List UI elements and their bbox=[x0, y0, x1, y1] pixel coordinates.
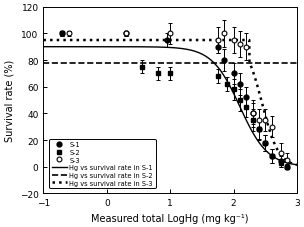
S-1 bbox=[251, 113, 254, 115]
X-axis label: Measured total LogHg (mg kg⁻¹): Measured total LogHg (mg kg⁻¹) bbox=[92, 213, 249, 223]
Legend: S-1, S-2, S-3, Hg vs survival rate in S-1, Hg vs survival rate in S-2, Hg vs sur: S-1, S-2, S-3, Hg vs survival rate in S-… bbox=[49, 139, 156, 188]
Hg vs survival rate in S-3 bbox=[153, 39, 157, 42]
S-3 bbox=[251, 113, 254, 115]
Hg vs survival rate in S-2 bbox=[144, 62, 148, 65]
S-3 bbox=[222, 33, 226, 36]
S-1 bbox=[60, 33, 64, 36]
Hg vs survival rate in S-3 bbox=[239, 39, 243, 42]
S-1 bbox=[264, 142, 267, 144]
S-3 bbox=[264, 119, 267, 122]
S-2 bbox=[286, 166, 289, 168]
S-3 bbox=[257, 119, 261, 122]
Hg vs survival rate in S-1 bbox=[216, 66, 219, 69]
S-3 bbox=[279, 152, 283, 155]
S-2 bbox=[168, 73, 172, 75]
Line: S-1: S-1 bbox=[60, 32, 290, 169]
Line: S-2: S-2 bbox=[60, 32, 290, 169]
S-1 bbox=[257, 128, 261, 131]
S-2 bbox=[156, 73, 159, 75]
Hg vs survival rate in S-3 bbox=[144, 39, 148, 42]
Hg vs survival rate in S-1 bbox=[67, 46, 71, 49]
S-1 bbox=[232, 73, 235, 75]
Line: S-3: S-3 bbox=[66, 32, 290, 163]
S-1 bbox=[216, 46, 219, 49]
Line: Hg vs survival rate in S-3: Hg vs survival rate in S-3 bbox=[43, 41, 297, 165]
Hg vs survival rate in S-1 bbox=[144, 46, 148, 49]
S-2 bbox=[279, 162, 283, 164]
Hg vs survival rate in S-1 bbox=[153, 46, 157, 49]
Hg vs survival rate in S-3 bbox=[67, 39, 71, 42]
S-2 bbox=[270, 155, 273, 158]
Hg vs survival rate in S-2 bbox=[42, 62, 45, 65]
Hg vs survival rate in S-2 bbox=[153, 62, 157, 65]
Hg vs survival rate in S-3 bbox=[244, 39, 247, 42]
Hg vs survival rate in S-2 bbox=[67, 62, 71, 65]
S-3 bbox=[168, 33, 172, 36]
S-1 bbox=[238, 83, 242, 86]
Hg vs survival rate in S-2 bbox=[239, 62, 243, 65]
S-2 bbox=[244, 106, 248, 109]
Hg vs survival rate in S-2 bbox=[244, 62, 247, 65]
S-2 bbox=[251, 119, 254, 122]
S-1 bbox=[124, 33, 128, 36]
Hg vs survival rate in S-3 bbox=[295, 164, 299, 167]
S-3 bbox=[238, 43, 242, 46]
S-3 bbox=[216, 39, 219, 42]
Hg vs survival rate in S-1 bbox=[42, 46, 45, 49]
S-1 bbox=[270, 155, 273, 158]
S-2 bbox=[60, 33, 64, 36]
S-2 bbox=[257, 128, 261, 131]
Y-axis label: Survival rate (%): Survival rate (%) bbox=[4, 60, 14, 142]
S-3 bbox=[124, 33, 128, 36]
Hg vs survival rate in S-3 bbox=[42, 39, 45, 42]
S-2 bbox=[232, 89, 235, 91]
S-1 bbox=[222, 59, 226, 62]
S-2 bbox=[140, 66, 143, 69]
S-3 bbox=[232, 39, 235, 42]
S-1 bbox=[279, 160, 283, 163]
S-1 bbox=[244, 96, 248, 99]
S-3 bbox=[286, 159, 289, 162]
S-2 bbox=[238, 99, 242, 102]
Hg vs survival rate in S-3 bbox=[216, 39, 219, 42]
S-2 bbox=[264, 142, 267, 144]
S-3 bbox=[244, 46, 248, 49]
Hg vs survival rate in S-2 bbox=[295, 62, 299, 65]
S-2 bbox=[226, 83, 229, 86]
Hg vs survival rate in S-1 bbox=[239, 109, 243, 111]
S-3 bbox=[270, 126, 273, 128]
S-1 bbox=[286, 166, 289, 168]
S-2 bbox=[216, 75, 219, 78]
S-1 bbox=[165, 39, 169, 42]
S-3 bbox=[67, 33, 71, 36]
Hg vs survival rate in S-1 bbox=[295, 164, 299, 166]
Hg vs survival rate in S-1 bbox=[244, 118, 247, 121]
Line: Hg vs survival rate in S-1: Hg vs survival rate in S-1 bbox=[43, 47, 297, 165]
Hg vs survival rate in S-2 bbox=[216, 62, 219, 65]
